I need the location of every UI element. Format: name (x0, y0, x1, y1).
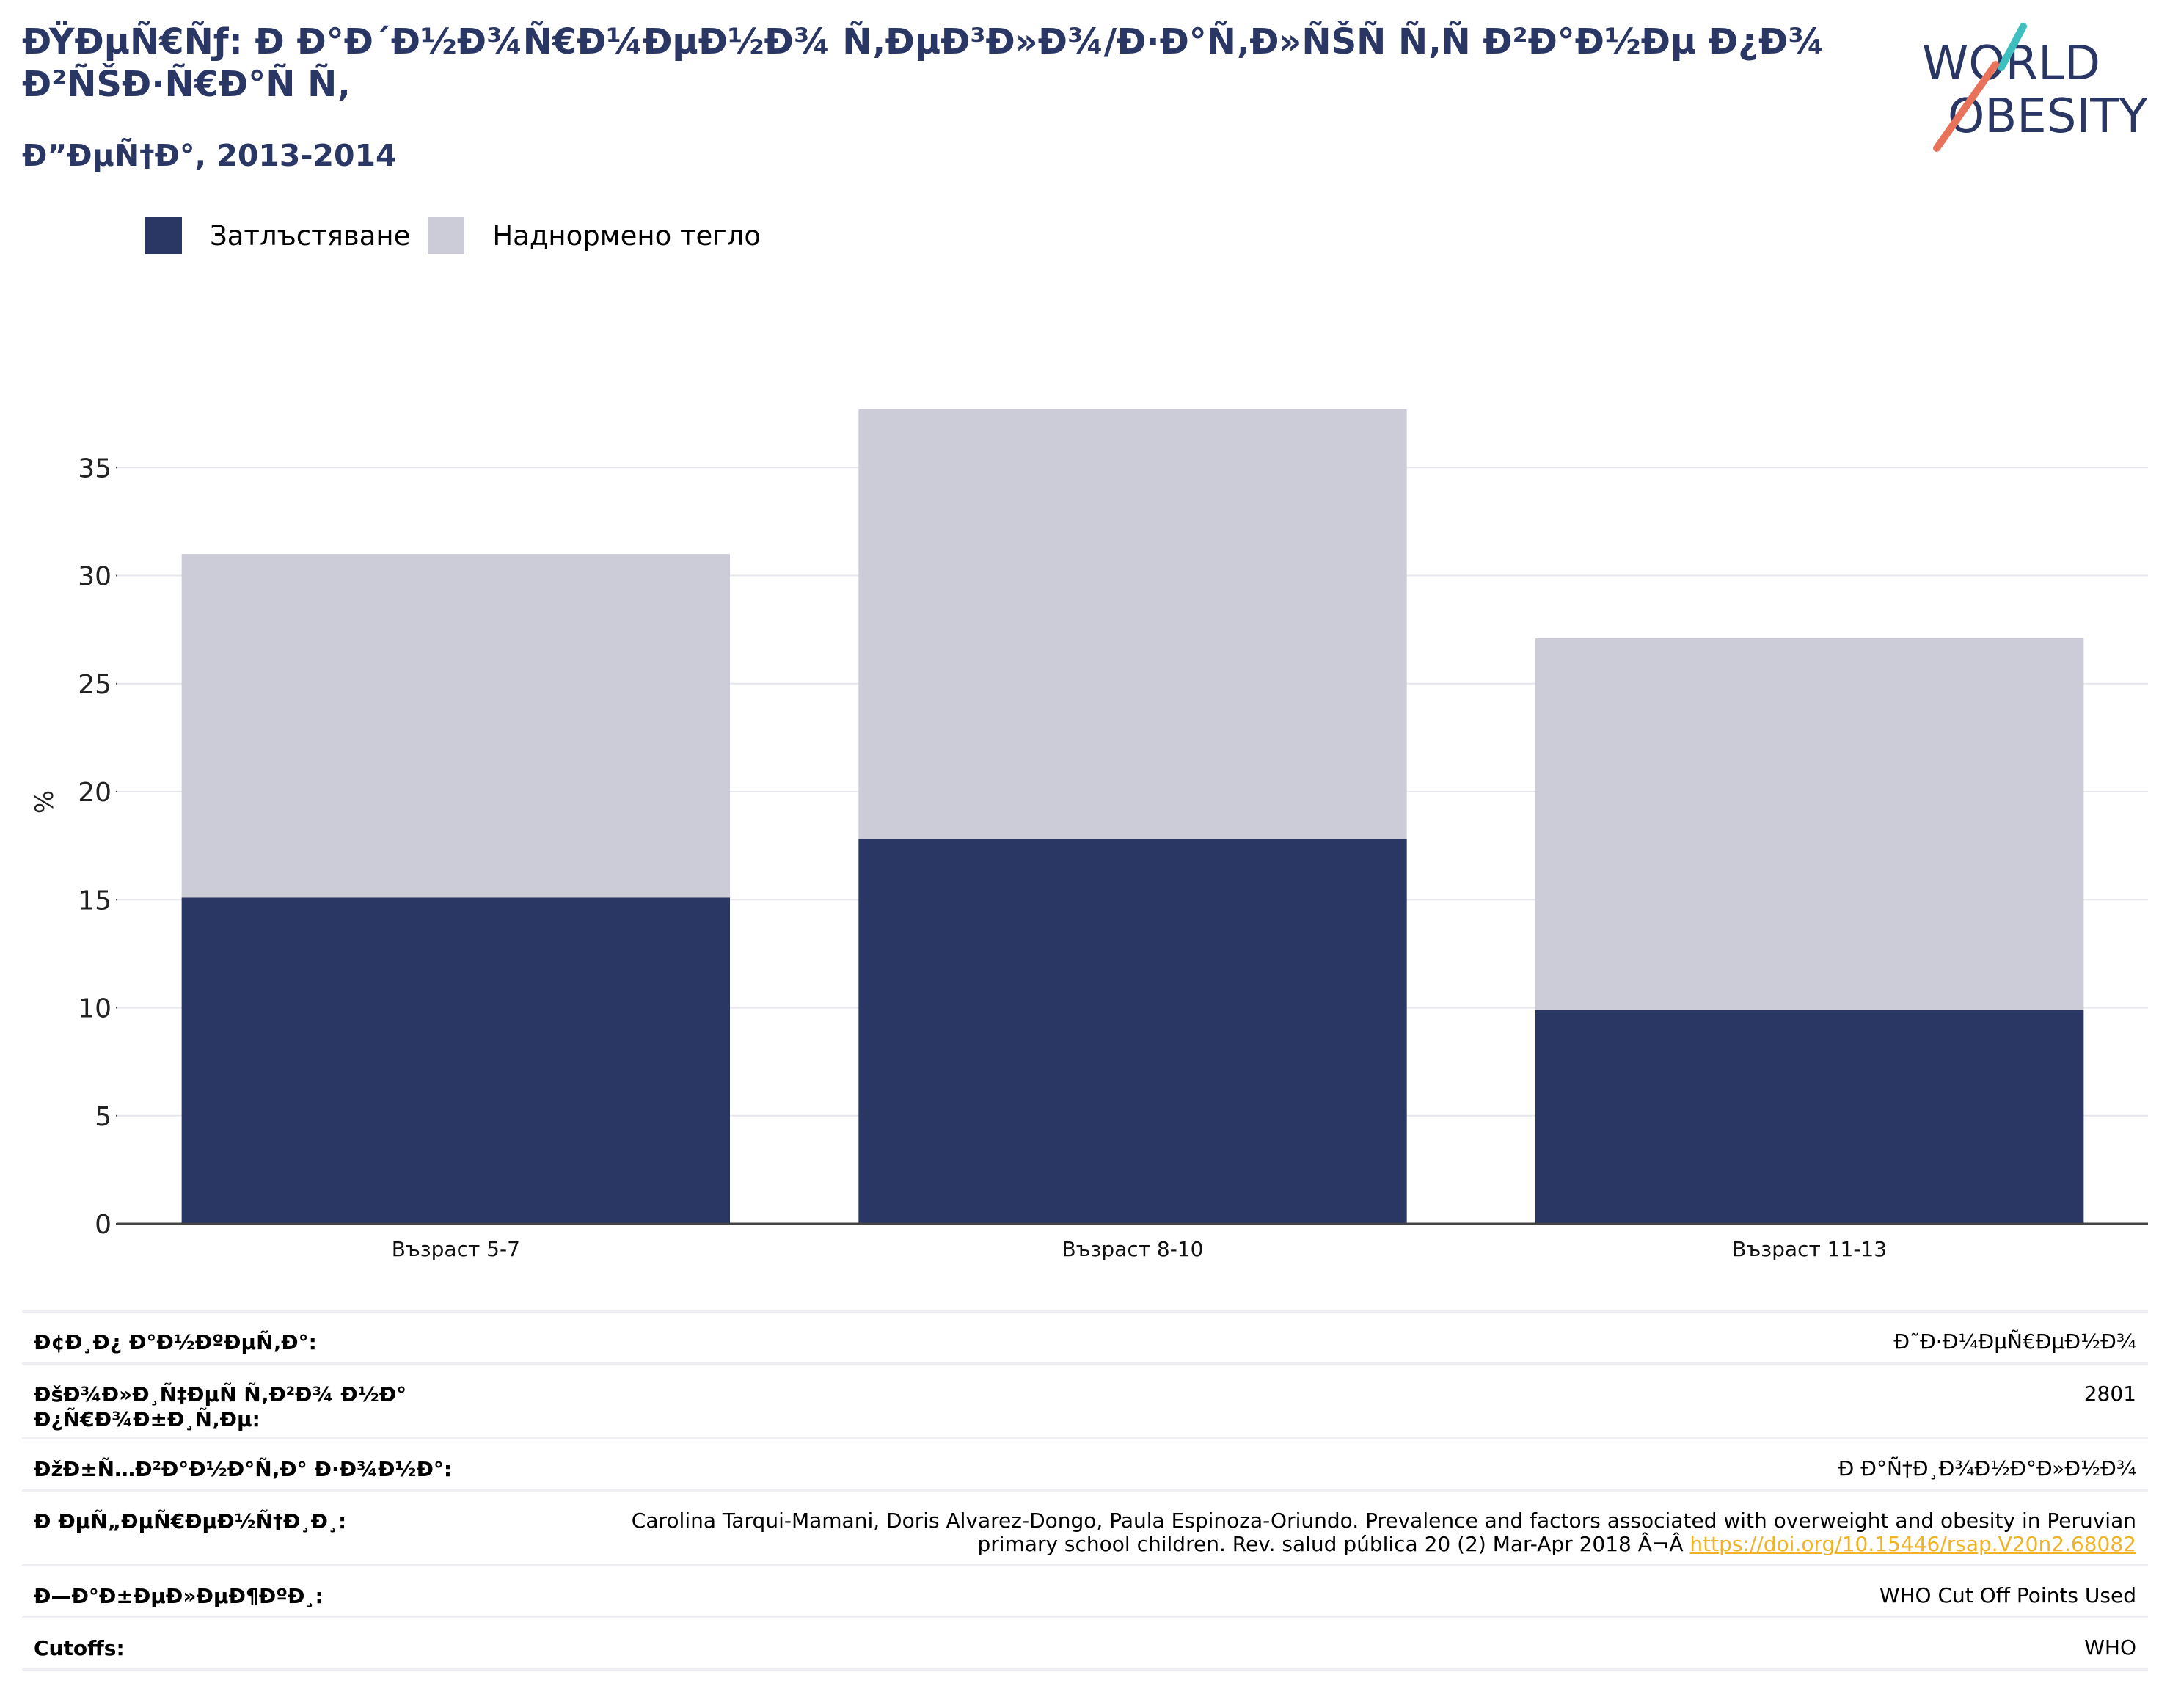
x-tick-label: Възраст 5-7 (392, 1237, 520, 1261)
info-row-cutoffs: Cutoffs: WHO (22, 1616, 2148, 1671)
logo-coral-stroke (1933, 61, 1999, 152)
y-tick-label: 15 (78, 886, 112, 916)
y-tick-label: 25 (78, 670, 112, 700)
bar-overweight (858, 409, 1407, 839)
info-value: Ð Ð°Ñ†Ð¸Ð¾Ð½Ð°Ð»Ð½Ð¾ (1838, 1456, 2136, 1481)
legend-swatch-obesity (145, 217, 182, 254)
y-tick-label: 5 (95, 1102, 112, 1132)
reference-text: Carolina Tarqui-Mamani, Doris Alvarez-Do… (631, 1508, 2136, 1556)
info-value: WHO Cut Off Points Used (1879, 1583, 2136, 1607)
info-value: 2801 (2083, 1382, 2136, 1406)
legend-label-obesity: Затлъстяване (210, 219, 411, 252)
bar-obesity (1535, 1010, 2084, 1224)
legend-swatch-overweight (428, 217, 465, 254)
info-key: Ð ÐµÑ„ÐµÑ€ÐµÐ½Ñ†Ð¸Ð¸: (34, 1509, 347, 1533)
x-tick-label: Възраст 11-13 (1732, 1237, 1887, 1261)
logo-teal-stroke (1998, 23, 2027, 71)
info-value: Ð˜Ð·Ð¼ÐµÑ€ÐµÐ½Ð¾ (1893, 1329, 2136, 1354)
stacked-bar-chart: 0 5 10 15 20 25 30 35% Възраст 5-7 Възраст 8-10 Въ… (30, 409, 2148, 1261)
info-key: Ð¢Ð¸Ð¿ Ð°Ð½ÐºÐµÑ‚Ð°: (34, 1330, 317, 1354)
info-row-area: ÐžÐ±Ñ…Ð²Ð°Ð½Ð°Ñ‚Ð° Ð·Ð¾Ð½Ð°: Ð Ð°Ñ†Ð¸Ð¾Ð… (22, 1437, 2148, 1489)
bar-obesity (858, 839, 1407, 1224)
info-key: Ð—Ð°Ð±ÐµÐ»ÐµÐ¶ÐºÐ¸: (34, 1584, 324, 1608)
info-key: ÐžÐ±Ñ…Ð²Ð°Ð½Ð°Ñ‚Ð° Ð·Ð¾Ð½Ð°: (34, 1457, 453, 1481)
info-value-reference: Carolina Tarqui-Mamani, Doris Alvarez-Do… (610, 1492, 2148, 1556)
info-table: Ð¢Ð¸Ð¿ Ð°Ð½ÐºÐµÑ‚Ð°: Ð˜Ð·Ð¼ÐµÑ€ÐµÐ½Ð¾ Ðš… (22, 1310, 2148, 1671)
world-obesity-logo: WORLD OBESITY (1922, 23, 2148, 152)
chart-title: ÐŸÐµÑ€Ñƒ: Ð Ð°Ð´Ð½Ð¾Ñ€Ð¼ÐµÐ½Ð¾ Ñ‚ÐµÐ³Ð»Ð… (22, 21, 1824, 105)
bar-overweight (1535, 638, 2084, 1010)
y-tick-label: 35 (78, 453, 112, 483)
logo-line2: OBESITY (1948, 90, 2148, 144)
info-row-notes: Ð—Ð°Ð±ÐµÐ»ÐµÐ¶ÐºÐ¸: WHO Cut Off Points U… (22, 1564, 2148, 1616)
info-row-sample-size: ÐšÐ¾Ð»Ð¸Ñ‡ÐµÑ Ñ‚Ð²Ð¾ Ð½Ð° Ð¿Ñ€Ð¾Ð±Ð¸Ñ‚Ðµ… (22, 1362, 2148, 1437)
legend-label-overweight: Наднормено тегло (492, 219, 761, 252)
reference-link[interactable]: https://doi.org/10.15446/rsap.V20n2.6808… (1689, 1532, 2136, 1556)
y-tick-label: 20 (78, 778, 112, 808)
y-tick-label: 10 (78, 994, 112, 1024)
bar-obesity (181, 897, 731, 1224)
info-row-survey-type: Ð¢Ð¸Ð¿ Ð°Ð½ÐºÐµÑ‚Ð°: Ð˜Ð·Ð¼ÐµÑ€ÐµÐ½Ð¾ (22, 1310, 2148, 1362)
bar-overweight (181, 554, 731, 898)
y-axis-label: % (30, 790, 59, 814)
info-value: WHO (2084, 1635, 2136, 1660)
info-row-references: Ð ÐµÑ„ÐµÑ€ÐµÐ½Ñ†Ð¸Ð¸: Carolina Tarqui-Ma… (22, 1489, 2148, 1564)
info-key: ÐšÐ¾Ð»Ð¸Ñ‡ÐµÑ Ñ‚Ð²Ð¾ Ð½Ð° Ð¿Ñ€Ð¾Ð±Ð¸Ñ‚Ðµ… (34, 1382, 407, 1431)
chart-subtitle: Ð”ÐµÑ†Ð°, 2013-2014 (22, 138, 397, 173)
info-key: Cutoffs: (34, 1636, 125, 1660)
legend: Затлъстяване Наднормено тегло (145, 214, 778, 257)
x-tick-label: Възраст 8-10 (1062, 1237, 1204, 1261)
y-tick-label: 0 (95, 1210, 112, 1240)
y-tick-label: 30 (78, 562, 112, 592)
